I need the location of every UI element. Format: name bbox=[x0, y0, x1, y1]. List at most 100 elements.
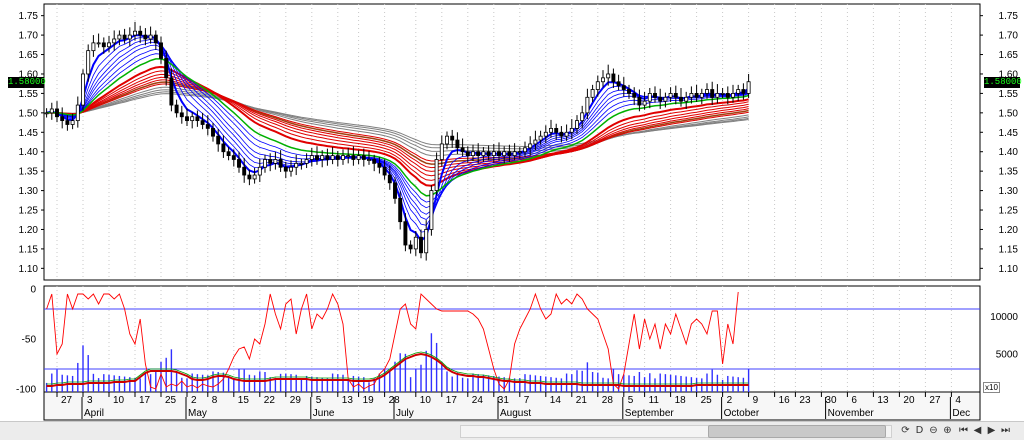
candle-body bbox=[710, 89, 715, 98]
candle-body bbox=[75, 104, 80, 122]
candle-body bbox=[465, 151, 470, 157]
candle-body bbox=[741, 89, 746, 94]
long-ema-line bbox=[46, 76, 749, 172]
candle-body bbox=[507, 151, 512, 157]
candle-body bbox=[621, 85, 626, 90]
y-tick-label: 1.35 bbox=[999, 167, 1019, 178]
zoom-out-icon[interactable]: ⊖ bbox=[929, 425, 938, 436]
candle-body bbox=[627, 89, 631, 94]
last-icon[interactable]: ⏭ bbox=[1001, 425, 1010, 436]
chart-area: 1.75 1.70 1.65 1.60 1.55 1.50 1.45 1.40 1.35 1.30… bbox=[15, 3, 1019, 421]
x-tick-label: 17 bbox=[139, 395, 151, 406]
y-tick-label: 1.60 bbox=[19, 69, 39, 80]
candle-body bbox=[226, 151, 231, 157]
y-tick-label: 1.30 bbox=[999, 186, 1019, 197]
month-label: July bbox=[396, 408, 414, 419]
candle-body bbox=[455, 139, 460, 149]
candle-body bbox=[273, 159, 278, 164]
osc-tick-label: 0 bbox=[30, 285, 36, 296]
candle-body bbox=[81, 73, 85, 106]
candle-body bbox=[268, 159, 273, 164]
y-tick-label: 1.40 bbox=[19, 147, 39, 158]
candle-body bbox=[205, 124, 210, 129]
x-tick-label: 25 bbox=[701, 395, 713, 406]
candle-body bbox=[684, 96, 689, 102]
candle-body bbox=[216, 135, 221, 145]
x-tick-label: 22 bbox=[264, 395, 276, 406]
candle-body bbox=[460, 147, 465, 153]
candle-body bbox=[237, 159, 241, 168]
month-label: October bbox=[724, 408, 760, 419]
candle-body bbox=[60, 116, 65, 122]
candle-body bbox=[101, 42, 106, 48]
x-tick-label: 21 bbox=[576, 395, 588, 406]
candle-body bbox=[642, 100, 647, 106]
chart-toolbar: ⟳ D ⊖ ⊕ ⏮ ◀ ▶ ⏭ bbox=[0, 421, 1024, 440]
candle-body bbox=[289, 166, 293, 172]
depth-icon[interactable]: D bbox=[915, 425, 924, 436]
month-label: August bbox=[500, 408, 531, 419]
candle-body bbox=[705, 89, 709, 94]
zoom-in-icon[interactable]: ⊕ bbox=[943, 425, 952, 436]
candle-body bbox=[512, 151, 517, 157]
y-tick-label: 1.10 bbox=[999, 264, 1019, 275]
x-tick-label: 10 bbox=[420, 395, 432, 406]
last-price-badge-left: 1.58000 bbox=[8, 77, 46, 88]
month-label: September bbox=[625, 408, 675, 419]
x-tick-label: 2 bbox=[191, 395, 197, 406]
refresh-icon[interactable]: ⟳ bbox=[901, 425, 910, 436]
y-tick-label: 1.45 bbox=[19, 128, 39, 139]
x-tick-label: 6 bbox=[851, 395, 857, 406]
candle-body bbox=[294, 162, 299, 168]
candle-body bbox=[70, 120, 75, 125]
candle-body bbox=[330, 155, 335, 160]
candle-body bbox=[616, 81, 621, 87]
candle-body bbox=[725, 93, 730, 98]
y-tick-label: 1.40 bbox=[999, 147, 1019, 158]
candle-body bbox=[533, 139, 538, 145]
candle-body bbox=[606, 73, 611, 79]
candle-body bbox=[320, 155, 325, 160]
x-tick-label: 29 bbox=[290, 395, 302, 406]
candle-body bbox=[107, 42, 111, 48]
candle-body bbox=[164, 58, 169, 79]
oscillator-line bbox=[46, 291, 739, 390]
short-ema-line bbox=[46, 53, 749, 203]
candle-body bbox=[673, 93, 678, 98]
candle-body bbox=[179, 112, 184, 118]
candle-body bbox=[637, 96, 642, 106]
y-tick-label: 1.30 bbox=[19, 186, 39, 197]
candle-body bbox=[413, 236, 418, 250]
candle-body bbox=[658, 96, 663, 102]
candle-body bbox=[49, 108, 54, 114]
first-icon[interactable]: ⏮ bbox=[959, 425, 968, 436]
candle-body bbox=[559, 131, 564, 137]
candle-body bbox=[424, 229, 429, 254]
y-tick-label: 1.75 bbox=[19, 11, 39, 22]
candle-body bbox=[153, 34, 158, 44]
volume-multiplier-label: x10 bbox=[983, 382, 1000, 393]
candle-body bbox=[699, 93, 704, 98]
x-tick-label: 5 bbox=[316, 395, 322, 406]
y-tick-label: 1.20 bbox=[999, 225, 1019, 236]
candle-body bbox=[65, 120, 70, 125]
prev-icon[interactable]: ◀ bbox=[973, 425, 982, 436]
candle-body bbox=[325, 155, 330, 160]
next-icon[interactable]: ▶ bbox=[987, 425, 996, 436]
y-tick-label: 1.15 bbox=[19, 244, 39, 255]
candle-body bbox=[647, 93, 652, 102]
y-tick-label: 1.15 bbox=[999, 244, 1019, 255]
candle-body bbox=[351, 155, 356, 160]
candle-body bbox=[408, 244, 413, 250]
long-ema-line bbox=[46, 65, 749, 187]
candle-body bbox=[127, 34, 132, 40]
x-tick-label: 24 bbox=[472, 395, 484, 406]
x-tick-label: 16 bbox=[779, 395, 791, 406]
candle-body bbox=[585, 96, 590, 114]
candle-body bbox=[231, 155, 236, 160]
x-tick-label: 31 bbox=[498, 395, 510, 406]
scrollbar-thumb[interactable] bbox=[708, 425, 886, 438]
month-label: May bbox=[188, 408, 207, 419]
candle-body bbox=[304, 159, 309, 164]
candle-body bbox=[252, 174, 257, 180]
